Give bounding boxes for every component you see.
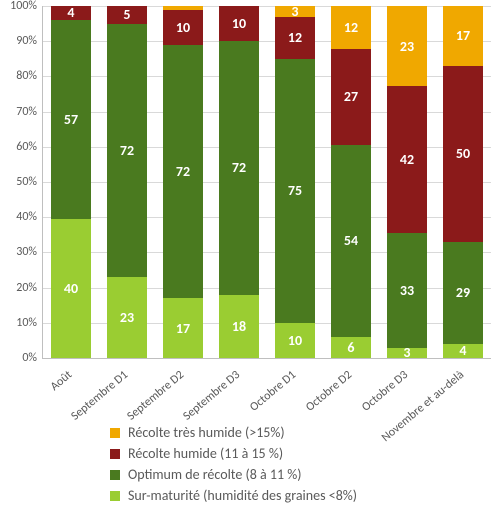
bar-column: 3334223: [387, 6, 427, 358]
legend-label: Sur-maturité (humidité des graines <8%): [128, 487, 357, 504]
bar-segment: [163, 6, 203, 10]
bar-column: 6 54 27 12: [331, 6, 371, 358]
bar-segment: 6: [331, 337, 371, 358]
legend-item: Récolte humide (11 à 15 %): [110, 445, 283, 462]
x-tick-label: Septembre D1: [69, 368, 131, 424]
bar-segment: 23: [387, 6, 427, 86]
bar-value-label: 12: [288, 29, 302, 46]
bar-value-label: 23: [120, 309, 134, 326]
y-tick-label: 60%: [16, 140, 43, 154]
bar-segment: 3: [387, 348, 427, 358]
bar-value-label: 12: [344, 19, 358, 36]
bar-segment: 12: [331, 6, 371, 49]
y-tick-label: 30%: [16, 245, 43, 259]
bar-segment: 33: [387, 233, 427, 348]
bar-value-label: 29: [456, 284, 470, 301]
bar-value-label: 75: [288, 182, 302, 199]
y-tick-label: 20%: [16, 281, 43, 295]
bar-value-label: 17: [456, 27, 470, 44]
bar-column: 4 29 50 17: [443, 6, 483, 358]
bar-segment: 42: [387, 86, 427, 232]
bar-value-label: 3: [291, 3, 298, 20]
bar-value-label: 4: [67, 4, 74, 21]
x-tick-label: Août: [48, 368, 75, 394]
legend-label: Récolte très humide (>15%): [128, 424, 285, 441]
y-tick-label: 100%: [10, 0, 43, 13]
legend: Récolte très humide (>15%) Récolte humide…: [0, 424, 500, 504]
bar-column: 18 72 10: [219, 6, 259, 358]
legend-swatch: [110, 470, 120, 480]
bar-segment: 18: [219, 295, 259, 358]
bar-segment: 17: [443, 6, 483, 66]
bar-segment: 4: [51, 6, 91, 20]
bar-segment: 72: [107, 24, 147, 277]
x-tick-label: Octobre D3: [359, 368, 411, 415]
bar-value-label: 72: [120, 142, 134, 159]
bar-segment: 50: [443, 66, 483, 242]
legend-swatch: [110, 449, 120, 459]
legend-item: Récolte très humide (>15%): [110, 424, 285, 441]
bar-segment: 5: [107, 6, 147, 24]
bar-segment: 27: [331, 49, 371, 145]
bar-segment: 57: [51, 20, 91, 219]
bar-segment: 10: [275, 323, 315, 358]
bar-segment: 72: [219, 41, 259, 294]
x-tick-label: Octobre D2: [303, 368, 355, 415]
bar-segment: 29: [443, 242, 483, 344]
y-tick-label: 90%: [16, 34, 43, 48]
bar-segment: 3: [275, 6, 315, 17]
legend-label: Récolte humide (11 à 15 %): [128, 445, 283, 462]
bar-value-label: 17: [176, 320, 190, 337]
bar-value-label: 40: [64, 280, 78, 297]
y-tick-label: 10%: [16, 316, 43, 330]
chart-plot-area: 0%10%20%30%40%50%60%70%80%90%100%4057423…: [42, 6, 491, 359]
bar-column: 40 57 4: [51, 6, 91, 358]
bar-segment: 54: [331, 145, 371, 337]
bar-segment: 10: [219, 6, 259, 41]
bar-value-label: 50: [456, 145, 470, 162]
bar-column: 23 72 5: [107, 6, 147, 358]
bar-value-label: 42: [400, 151, 414, 168]
bar-value-label: 27: [344, 88, 358, 105]
legend-label: Optimum de récolte (8 à 11 %): [128, 466, 301, 483]
bar-value-label: 18: [232, 318, 246, 335]
bar-value-label: 72: [232, 159, 246, 176]
bar-segment: 12: [275, 17, 315, 59]
bar-value-label: 10: [288, 332, 302, 349]
x-tick-label: Septembre D2: [125, 368, 187, 424]
bar-segment: 10: [163, 10, 203, 45]
bar-column: 17 72 10: [163, 6, 203, 358]
x-tick-label: Octobre D1: [247, 368, 299, 415]
bar-value-label: 54: [344, 232, 358, 249]
legend-swatch: [110, 491, 120, 501]
bar-segment: 23: [107, 277, 147, 358]
bar-value-label: 57: [64, 111, 78, 128]
bar-value-label: 10: [176, 19, 190, 36]
bar-value-label: 23: [400, 38, 414, 55]
bar-value-label: 5: [123, 6, 130, 23]
bar-segment: 40: [51, 219, 91, 358]
bar-value-label: 6: [347, 339, 354, 356]
bar-column: 10 75 12 3: [275, 6, 315, 358]
bar-value-label: 10: [232, 15, 246, 32]
bar-value-label: 72: [176, 163, 190, 180]
bar-segment: 4: [443, 344, 483, 358]
y-tick-label: 70%: [16, 105, 43, 119]
legend-item: Sur-maturité (humidité des graines <8%): [110, 487, 357, 504]
bar-segment: 17: [163, 298, 203, 358]
bar-value-label: 33: [400, 282, 414, 299]
y-tick-label: 50%: [16, 175, 43, 189]
bar-segment: 75: [275, 59, 315, 323]
x-tick-label: Septembre D3: [181, 368, 243, 424]
legend-swatch: [110, 428, 120, 438]
bar-value-label: 4: [459, 342, 466, 359]
y-tick-label: 0%: [22, 351, 43, 365]
legend-item: Optimum de récolte (8 à 11 %): [110, 466, 301, 483]
y-tick-label: 80%: [16, 69, 43, 83]
bar-segment: 72: [163, 45, 203, 298]
y-tick-label: 40%: [16, 210, 43, 224]
